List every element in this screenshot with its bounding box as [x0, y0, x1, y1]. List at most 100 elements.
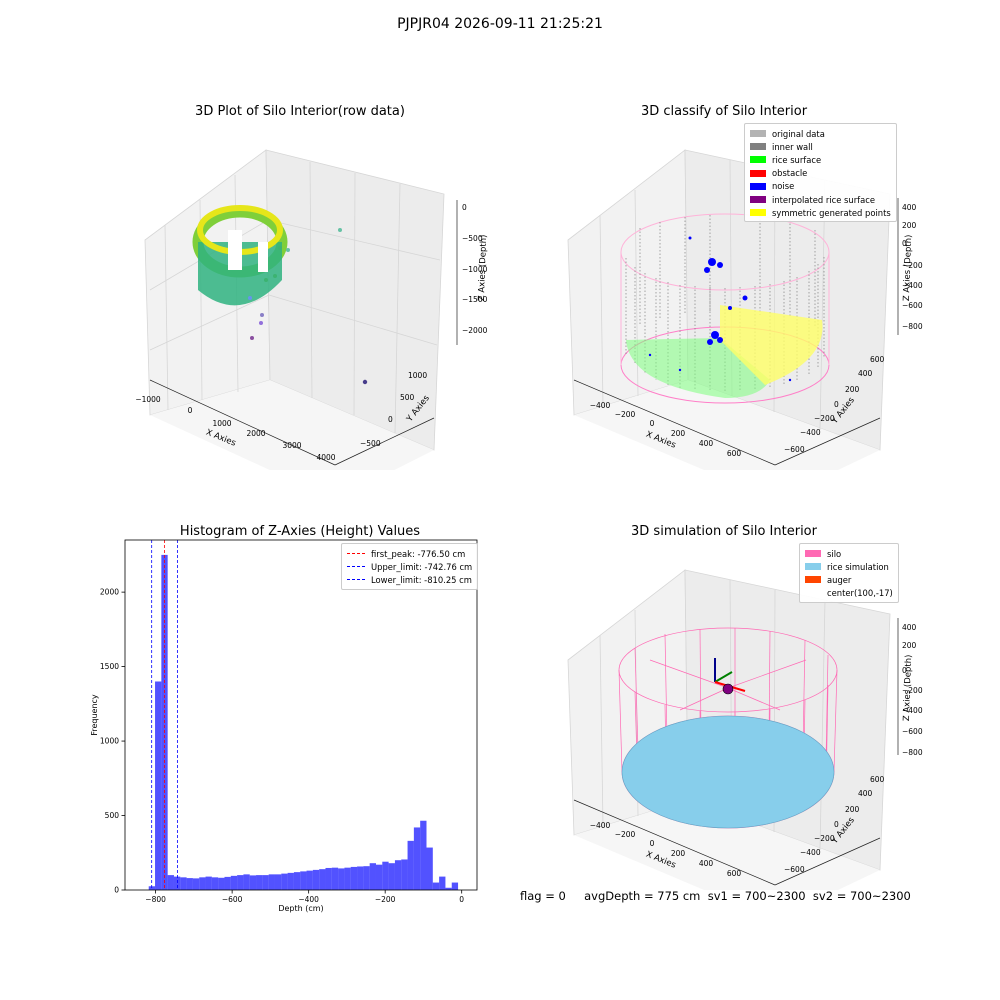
raw-axes-box: [144, 149, 445, 470]
raw-ztick: −1500: [462, 295, 488, 304]
histogram-bar: [382, 861, 389, 890]
legend-line: [347, 579, 365, 581]
histogram-bar: [256, 875, 263, 890]
histogram-xtick-label: 0: [459, 895, 464, 904]
histogram-ytick-label: 2000: [100, 588, 119, 597]
histogram-bar: [173, 876, 181, 890]
legend-swatch: [750, 143, 766, 151]
status-line: flag = 0 avgDepth = 775 cm sv1 = 700~230…: [520, 889, 911, 903]
simulation-axis-lines: [573, 618, 899, 886]
classify-ytick: −400: [800, 428, 821, 437]
histogram-bar: [306, 870, 313, 890]
simulation-ytick: −400: [800, 848, 821, 857]
classify-plot-title: 3D classify of Silo Interior: [640, 104, 808, 119]
histogram-ytick-label: 0: [114, 886, 119, 895]
legend-swatch: [750, 209, 766, 217]
histogram-plot: −800 −600 −400 −200 0 0 500 1000 1500 2000 Depth …: [90, 539, 478, 913]
histogram-legend: first_peak: -776.50 cm Upper_limit: -742…: [341, 543, 479, 590]
legend-label: first_peak: -776.50 cm: [371, 548, 466, 559]
raw-ztick: −2000: [462, 326, 488, 335]
histogram-bar: [439, 876, 446, 890]
legend-swatch: [805, 563, 821, 571]
histogram-title: Histogram of Z-Axies (Height) Values: [179, 524, 421, 539]
legend-label: interpolated rice surface: [772, 194, 875, 205]
raw-xtick: 3000: [282, 441, 301, 450]
legend-label: symmetric generated points: [772, 207, 891, 218]
histogram-bar: [186, 878, 193, 890]
raw-ztick: 0: [462, 203, 467, 212]
histogram-bar: [357, 866, 364, 890]
legend-label: auger: [827, 574, 852, 585]
legend-item: original data: [750, 127, 891, 140]
histogram-reference-lines: [151, 540, 178, 890]
raw-xtick: 1000: [212, 419, 231, 428]
legend-item: interpolated rice surface: [750, 193, 891, 206]
raw-ytick: 0: [388, 415, 393, 424]
histogram-bar: [237, 875, 244, 890]
classify-3d-plot: −400 −200 0 200 400 600 600 400 200 0 −2…: [567, 149, 923, 470]
histogram-bar: [249, 875, 257, 890]
histogram-xtick-label: −200: [375, 895, 396, 904]
histogram-ytick-label: 1500: [100, 662, 119, 671]
raw-xtick: 2000: [246, 429, 265, 438]
simulation-rice-surface: [621, 715, 835, 829]
raw-3d-plot: −1000 0 1000 2000 3000 4000 1000 500 0 −…: [135, 149, 489, 470]
classify-rice-surface: [626, 305, 823, 398]
simulation-auger: [714, 658, 746, 695]
raw-axis-lines: [149, 200, 458, 466]
histogram-bars: [148, 554, 459, 890]
simulation-xtick: −400: [590, 821, 611, 830]
histogram-bar: [401, 859, 408, 890]
classify-ytick: 200: [845, 385, 860, 394]
simulation-xtick: 0: [650, 839, 655, 848]
histogram-bar: [155, 681, 162, 890]
simulation-legend: silo rice simulation auger center(100,-1…: [799, 543, 899, 603]
classify-ytick: 400: [858, 369, 873, 378]
histogram-bar: [445, 887, 452, 890]
histogram-bar: [230, 875, 238, 890]
classify-ytick: 0: [834, 400, 839, 409]
raw-xtick: −1000: [135, 395, 161, 404]
simulation-3d-plot: −400 −200 0 200 400 600 600 400 200 0 −2…: [567, 569, 923, 890]
legend-label: inner wall: [772, 141, 813, 152]
histogram-xtick-label: −800: [145, 895, 166, 904]
histogram-xtick-label: −400: [298, 895, 319, 904]
raw-xtick: 0: [188, 406, 193, 415]
simulation-ytick: −600: [784, 865, 805, 874]
raw-zlabel: Z Axies (Depth): [477, 234, 489, 301]
raw-ztick: −500: [462, 234, 483, 243]
histogram-bar: [268, 874, 275, 890]
legend-swatch: [750, 196, 766, 204]
legend-label: silo: [827, 548, 842, 559]
legend-label: obstacle: [772, 168, 808, 179]
legend-label: Upper_limit: -742.76 cm: [371, 561, 473, 572]
classify-ztick: 200: [902, 221, 917, 230]
simulation-ytick: 400: [858, 789, 873, 798]
raw-ytick: 1000: [408, 371, 427, 380]
simulation-ytick: −200: [814, 834, 835, 843]
legend-item: center(100,-17): [805, 587, 893, 600]
legend-item: silo: [805, 547, 893, 560]
simulation-plot-title: 3D simulation of Silo Interior: [631, 524, 817, 539]
classify-ytick: −600: [784, 445, 805, 454]
histogram-bar: [281, 873, 288, 890]
simulation-ztick: −200: [902, 686, 923, 695]
histogram-bar: [205, 876, 212, 890]
histogram-bar: [363, 866, 370, 890]
histogram-bar: [375, 864, 383, 890]
histogram-ylabel: Frequency: [90, 694, 99, 736]
classify-zlabel: Z Axies (Depth): [902, 234, 914, 301]
histogram-bar: [420, 820, 427, 890]
simulation-xtick: 200: [671, 849, 686, 858]
legend-swatch: [750, 182, 766, 190]
classify-xtick: 400: [699, 439, 714, 448]
histogram-bar: [180, 877, 187, 890]
simulation-ytick: 0: [834, 820, 839, 829]
classify-ytick: 600: [870, 355, 885, 364]
histogram-bar: [287, 872, 294, 890]
legend-swatch: [805, 550, 821, 558]
classify-legend: original data inner wall rice surface ob…: [744, 123, 897, 223]
simulation-ytick: 200: [845, 805, 860, 814]
histogram-bar: [262, 875, 269, 890]
simulation-ztick: −800: [902, 748, 923, 757]
